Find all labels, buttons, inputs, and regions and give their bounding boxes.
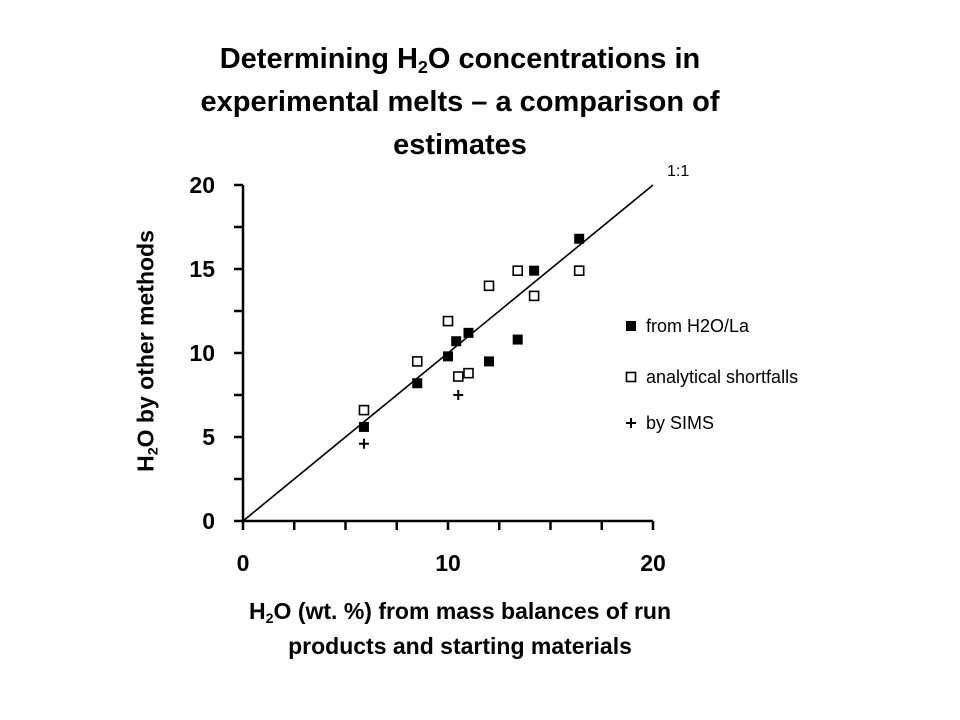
legend-marker-plus <box>626 418 636 428</box>
title-line1-b: O concentrations in <box>427 43 701 75</box>
title-line3: estimates <box>393 129 527 161</box>
data-point-filled-square <box>529 265 540 276</box>
data-point-open-square <box>573 265 585 276</box>
data-point-open-square <box>483 280 495 292</box>
title-line1-sub: 2 <box>417 57 428 78</box>
y-tick-label: 5 <box>202 424 215 450</box>
data-point-open-square <box>463 367 474 379</box>
x-tick-label: 10 <box>435 550 461 576</box>
data-point-open-square <box>528 290 540 302</box>
y-tick-label: 10 <box>189 340 215 366</box>
legend-label: analytical shortfalls <box>646 367 798 387</box>
x-tick-label: 0 <box>237 550 250 576</box>
data-point-plus <box>358 438 369 449</box>
data-point-plus <box>453 390 464 400</box>
data-point-filled-square <box>451 336 462 347</box>
y-tick-label: 0 <box>202 508 215 534</box>
one-to-one-annotation: 1:1 <box>667 163 689 180</box>
xlabel-a: H <box>248 598 266 624</box>
legend-marker-open-square <box>625 371 637 383</box>
data-point-filled-square <box>358 421 369 432</box>
legend-label: from H2O/La <box>646 316 750 336</box>
legend-marker-filled-square <box>626 321 636 331</box>
xlabel-sub: 2 <box>265 610 274 627</box>
x-tick-label: 20 <box>640 550 666 576</box>
data-point-open-square <box>512 265 524 276</box>
x-axis-label: H2O (wt. %) from mass balances of run pr… <box>190 594 730 664</box>
data-point-open-square <box>358 404 370 416</box>
chart-title: Determining H2O concentrations in experi… <box>150 38 770 167</box>
legend-label: by SIMS <box>646 413 714 433</box>
data-point-open-square <box>411 356 423 367</box>
y-tick-label: 20 <box>189 172 215 198</box>
title-line1-a: Determining H <box>219 43 418 75</box>
data-point-filled-square <box>484 356 494 367</box>
xlabel-b: O (wt. %) from mass balances of run <box>273 598 672 624</box>
title-line2: experimental melts – a comparison of <box>200 86 720 118</box>
data-point-open-square <box>452 371 464 382</box>
data-point-open-square <box>442 315 454 327</box>
data-point-filled-square <box>512 334 523 345</box>
data-point-filled-square <box>463 327 474 338</box>
xlabel-line2: products and starting materials <box>288 633 632 659</box>
y-tick-label: 15 <box>189 256 215 282</box>
data-point-filled-square <box>412 378 423 389</box>
data-point-filled-square <box>574 233 585 244</box>
data-point-filled-square <box>443 351 453 362</box>
